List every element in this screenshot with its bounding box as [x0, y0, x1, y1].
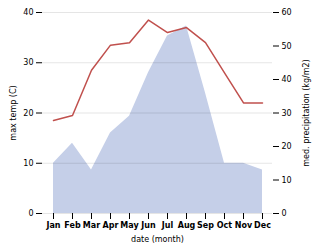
svg-text:40: 40: [23, 8, 33, 17]
svg-text:30: 30: [282, 109, 292, 118]
svg-text:Aug: Aug: [178, 221, 196, 230]
svg-text:Oct: Oct: [217, 221, 233, 230]
svg-text:Mar: Mar: [83, 221, 100, 230]
svg-text:max temp (C): max temp (C): [9, 85, 18, 140]
svg-text:Dec: Dec: [254, 221, 271, 230]
svg-text:0: 0: [282, 209, 287, 218]
svg-text:20: 20: [282, 142, 292, 151]
svg-text:Jun: Jun: [140, 221, 156, 230]
svg-text:10: 10: [23, 159, 33, 168]
svg-text:Sep: Sep: [197, 221, 214, 230]
svg-text:40: 40: [282, 75, 292, 84]
svg-text:May: May: [120, 221, 139, 230]
svg-text:Jan: Jan: [45, 221, 60, 230]
svg-text:10: 10: [282, 176, 292, 185]
svg-text:Jul: Jul: [161, 221, 174, 230]
svg-text:Apr: Apr: [103, 221, 119, 230]
svg-text:Feb: Feb: [64, 221, 81, 230]
svg-text:20: 20: [23, 109, 33, 118]
svg-text:50: 50: [282, 42, 292, 51]
svg-text:date (month): date (month): [131, 235, 184, 244]
svg-text:60: 60: [282, 8, 292, 17]
svg-text:0: 0: [28, 209, 33, 218]
svg-text:30: 30: [23, 58, 33, 67]
svg-text:Nov: Nov: [235, 221, 253, 230]
svg-text:med. precipitation (kg/m2): med. precipitation (kg/m2): [302, 59, 311, 166]
